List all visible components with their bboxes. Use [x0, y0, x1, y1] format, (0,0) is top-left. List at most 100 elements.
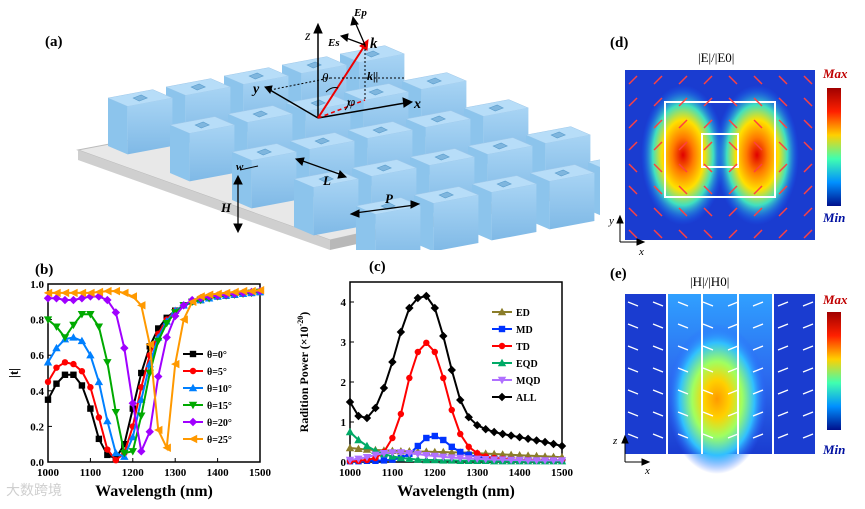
data-point	[78, 382, 86, 389]
data-point	[396, 449, 406, 457]
field-arrow	[627, 433, 639, 439]
field-arrow	[703, 185, 713, 195]
field-arrow	[653, 119, 663, 129]
data-point	[498, 429, 507, 439]
field-arrow	[653, 207, 663, 217]
data-point	[103, 359, 112, 367]
field-d-axis-y: y	[608, 215, 614, 227]
data-point	[111, 408, 121, 417]
field-e-title: |H|/|H0|	[690, 274, 729, 289]
field-arrow	[678, 229, 688, 239]
x-tick-label: 1400	[207, 467, 230, 479]
field-d-colorbar	[827, 88, 841, 206]
data-point	[60, 295, 70, 305]
field-arrow	[677, 367, 689, 373]
data-point	[77, 311, 87, 319]
data-point	[405, 454, 414, 462]
data-point	[380, 457, 388, 464]
field-arrow	[653, 185, 663, 195]
data-point	[137, 412, 146, 420]
field-arrow	[753, 75, 763, 85]
data-point	[103, 295, 112, 305]
data-point	[103, 416, 112, 425]
field-d-hotspot-right	[715, 85, 799, 225]
field-arrow	[753, 119, 763, 129]
data-point	[389, 434, 396, 442]
x-axis-label: Wavelength (nm)	[397, 483, 515, 500]
y-tick-label: 0.0	[30, 457, 44, 469]
data-point	[69, 295, 78, 305]
legend-label: MQD	[516, 376, 540, 387]
field-arrow	[728, 229, 738, 239]
cube	[107, 89, 174, 155]
field-e-hotspot	[667, 324, 767, 474]
data-point	[104, 446, 111, 453]
data-point	[456, 454, 465, 463]
field-arrow	[802, 323, 814, 329]
field-arrow	[777, 301, 789, 307]
data-point	[379, 383, 389, 393]
field-arrow	[653, 75, 663, 85]
data-point	[87, 405, 94, 412]
data-point	[523, 434, 533, 443]
field-arrow	[702, 301, 714, 307]
field-arrow	[628, 141, 638, 151]
field-arrow	[778, 97, 788, 107]
field-e-axis-x: x	[644, 465, 650, 477]
field-arrow	[727, 345, 739, 351]
field-arrow	[703, 97, 713, 107]
field-arrow	[652, 411, 664, 417]
field-arrow	[728, 75, 738, 85]
field-arrow	[752, 323, 764, 329]
field-arrow	[627, 301, 639, 307]
data-point	[69, 321, 78, 330]
data-point	[414, 442, 422, 450]
data-point	[204, 290, 214, 299]
watermark: 大数跨境	[6, 483, 62, 499]
axis-z: z	[304, 29, 311, 44]
data-point	[354, 455, 363, 463]
legend-label: θ=5°	[207, 367, 227, 378]
data-point	[94, 377, 104, 386]
field-arrow	[753, 141, 763, 151]
field-arrow	[652, 389, 664, 395]
data-point	[120, 288, 129, 298]
field-arrow	[627, 411, 639, 417]
field-d-hotspot-left	[641, 85, 725, 225]
data-point	[128, 292, 137, 301]
field-arrow	[703, 163, 713, 173]
data-point	[52, 294, 61, 303]
field-d-cb-min: Min	[822, 210, 845, 225]
data-point	[86, 351, 95, 359]
legend-label: TD	[516, 342, 530, 353]
data-point	[162, 333, 171, 342]
data-point	[481, 456, 490, 464]
data-point	[70, 371, 77, 378]
dimension-markers	[233, 157, 421, 234]
x-tick-label: 1300	[466, 467, 489, 479]
data-point	[396, 453, 406, 462]
field-arrow	[728, 207, 738, 217]
data-point	[43, 294, 53, 303]
data-point	[188, 383, 198, 392]
data-point	[255, 286, 265, 295]
data-point	[362, 454, 372, 462]
data-point	[405, 303, 414, 313]
data-point	[422, 455, 431, 464]
field-arrow	[678, 163, 688, 173]
field-arrow	[678, 119, 688, 129]
x-tick-label: 1500	[551, 467, 574, 479]
field-arrow	[727, 411, 739, 417]
y-tick-label: 1	[341, 417, 347, 429]
cube	[169, 116, 236, 182]
data-point	[345, 456, 355, 465]
data-point	[111, 308, 121, 317]
data-point	[447, 448, 456, 456]
metasurface-schematic: z y x k k|| Ep Es θ φ w L H P	[76, 7, 600, 250]
data-point	[474, 450, 481, 457]
field-arrow	[627, 389, 639, 395]
x-tick-label: 1000	[37, 467, 60, 479]
field-arrow	[778, 163, 788, 173]
field-arrow	[803, 141, 813, 151]
field-arrow	[628, 229, 638, 239]
